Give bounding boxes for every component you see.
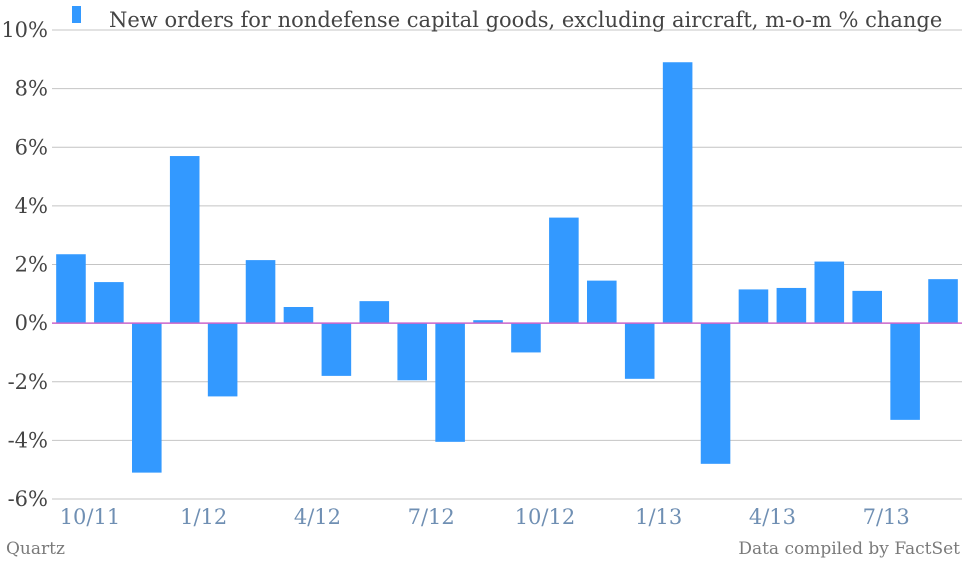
x-axis-ticks: 10/11 1/12 4/12 7/12 10/12 1/13 4/13 7/13 xyxy=(60,505,910,529)
legend: New orders for nondefense capital goods,… xyxy=(72,6,942,32)
bar xyxy=(700,323,731,464)
bar xyxy=(776,287,807,324)
bars xyxy=(56,62,958,473)
x-tick-label: 10/12 xyxy=(515,505,576,529)
bar xyxy=(169,156,200,324)
bar xyxy=(207,323,238,397)
bar xyxy=(245,260,276,324)
bar xyxy=(852,290,882,324)
y-tick-label: -2% xyxy=(8,370,48,394)
legend-label: New orders for nondefense capital goods,… xyxy=(109,8,942,32)
x-tick-label: 10/11 xyxy=(60,505,121,529)
bar xyxy=(397,323,427,381)
bar xyxy=(435,323,465,442)
y-axis-ticks: 10% 8% 6% 4% 2% 0% -2% -4% -6% xyxy=(1,18,48,511)
y-tick-label: -6% xyxy=(8,487,48,511)
y-tick-label: 4% xyxy=(15,194,48,218)
x-tick-label: 7/13 xyxy=(863,505,910,529)
legend-swatch xyxy=(72,6,81,23)
footer-credit: Quartz xyxy=(6,539,65,559)
bar xyxy=(321,323,352,376)
y-tick-label: 10% xyxy=(1,18,48,42)
x-tick-label: 1/12 xyxy=(180,505,227,529)
y-tick-label: 8% xyxy=(15,77,48,101)
bar xyxy=(928,279,958,324)
y-tick-label: 6% xyxy=(15,135,48,159)
y-tick-label: 0% xyxy=(15,311,48,335)
bar xyxy=(56,254,86,324)
x-tick-label: 1/13 xyxy=(635,505,682,529)
bar xyxy=(662,62,693,324)
bar xyxy=(890,323,920,420)
bar xyxy=(549,217,579,324)
bar xyxy=(624,323,655,379)
bar xyxy=(587,280,617,324)
bar xyxy=(473,320,503,324)
x-tick-label: 7/12 xyxy=(408,505,455,529)
bar xyxy=(132,323,162,473)
x-tick-label: 4/12 xyxy=(294,505,341,529)
bar xyxy=(283,307,314,324)
y-tick-label: -4% xyxy=(8,428,48,452)
bar xyxy=(359,301,390,324)
x-tick-label: 4/13 xyxy=(749,505,796,529)
bar xyxy=(511,323,541,353)
bar xyxy=(738,289,769,324)
bar xyxy=(814,261,845,324)
bar xyxy=(94,282,124,324)
footer-source: Data compiled by FactSet xyxy=(738,539,960,559)
y-tick-label: 2% xyxy=(15,253,48,277)
